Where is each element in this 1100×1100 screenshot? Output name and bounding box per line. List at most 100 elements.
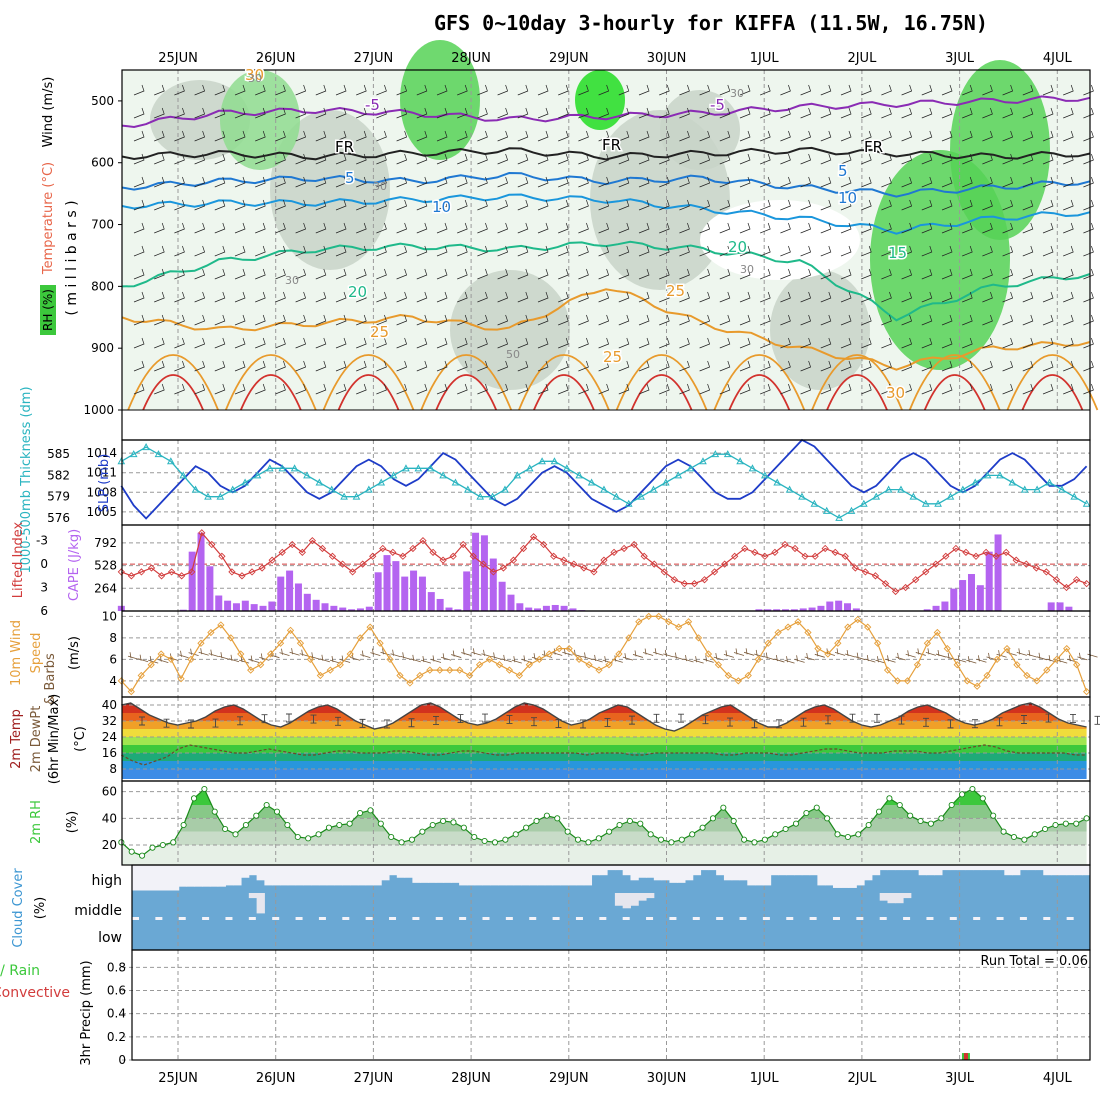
wind-barb: [517, 176, 529, 188]
thickness-marker: [1058, 485, 1066, 493]
cloud-high-gap: [202, 865, 211, 887]
wind-barb: [457, 130, 468, 142]
wind-barb: [760, 107, 771, 119]
wind-barb: [683, 654, 694, 663]
wind-barb: [598, 153, 610, 165]
wind-barb: [133, 268, 145, 280]
cape-bar: [808, 607, 816, 611]
contour-label: 10: [432, 198, 451, 216]
wind-barb: [275, 383, 286, 395]
cloud-high-gap: [466, 865, 476, 886]
wind-barb: [941, 383, 953, 395]
contour-label: 15: [888, 244, 907, 262]
li-marker: [720, 560, 729, 568]
wind-barb: [335, 199, 347, 211]
wind-barb: [234, 199, 246, 211]
wind-barb: [376, 337, 387, 349]
wind-barb: [1022, 222, 1034, 234]
wind-barb: [901, 222, 913, 234]
wind-barb: [1002, 107, 1014, 119]
wind-barb: [376, 383, 387, 395]
wind-barb: [194, 222, 206, 234]
wind-barb: [659, 176, 670, 188]
rh-marker: [440, 817, 447, 825]
cape-bar: [959, 580, 967, 611]
wind-barb: [457, 84, 468, 96]
wind-barb: [982, 245, 993, 257]
cloud-high-gap: [957, 865, 966, 871]
wind-barb: [921, 176, 933, 188]
thickness-marker: [785, 485, 794, 493]
wind-barb: [1063, 268, 1074, 280]
wind-barb: [457, 222, 468, 234]
rh-marker: [720, 804, 727, 811]
li-marker: [580, 564, 588, 572]
cloud-high-gap: [575, 865, 585, 886]
wind-barb: [335, 84, 347, 96]
temp-band: [122, 753, 1087, 761]
ytick-800: 800: [91, 279, 114, 293]
wind-barb: [174, 107, 185, 119]
wind-barb: [1083, 383, 1094, 395]
thickness-marker: [736, 457, 744, 465]
wind-barb: [780, 130, 791, 142]
cape-bar: [507, 594, 515, 611]
wind-barb: [356, 153, 367, 165]
wind-barb: [881, 84, 892, 96]
wind-barb: [214, 153, 226, 165]
cloud-low-gap: [272, 917, 280, 920]
wind-barb: [982, 222, 993, 234]
wind-barb: [861, 360, 872, 372]
wind-barb: [194, 383, 206, 395]
rh-marker: [388, 833, 395, 841]
cloud-high-gap: [630, 865, 639, 881]
wind-barb: [234, 107, 246, 119]
ytick-500: 500: [91, 94, 114, 108]
wind-barb: [133, 176, 145, 188]
rh-contour-label: 30: [730, 87, 744, 100]
wind-barb: [214, 245, 226, 257]
contour-label: FR: [335, 138, 354, 156]
rh-marker: [792, 820, 800, 827]
minmax-marker: [653, 713, 660, 723]
wind-barb: [1063, 360, 1074, 372]
ytick-thick-585: 585: [47, 447, 70, 461]
li-marker: [489, 568, 498, 576]
wind-barb: [335, 291, 347, 303]
wind-barb: [194, 245, 206, 257]
wind-barb: [477, 176, 488, 188]
minmax-marker: [800, 717, 807, 727]
ytick-temp-16: 16: [102, 746, 117, 760]
wind-barb: [1063, 245, 1074, 257]
wind-barb: [137, 654, 149, 663]
wind-barb: [780, 245, 791, 257]
cloud-high-gap: [1019, 865, 1029, 871]
wind-barb: [861, 199, 872, 211]
wind-marker: [903, 677, 912, 685]
thickness-marker: [228, 485, 237, 493]
wind-barb: [598, 84, 610, 96]
ytick-600: 600: [91, 156, 114, 170]
wind-barb: [638, 314, 650, 326]
cloud-low-gap: [692, 917, 700, 920]
isotherm-arc-orange: [127, 354, 219, 411]
cape-bar: [401, 576, 409, 611]
wind-barb: [1042, 314, 1054, 326]
cloud-low-gap: [295, 917, 303, 920]
li-marker: [861, 568, 870, 576]
minmax-marker: [457, 714, 464, 723]
wind-marker: [485, 655, 494, 664]
wind-barb: [1083, 199, 1094, 211]
cloud-low-gap: [622, 917, 630, 920]
wind-barb: [1022, 337, 1034, 349]
thickness-marker: [1020, 485, 1029, 493]
cloud-high-gap: [692, 865, 702, 876]
wind-barb: [497, 268, 509, 280]
wind-marker: [286, 626, 295, 634]
cloud-high-gap: [903, 865, 912, 871]
wind-marker: [714, 661, 723, 669]
wind-barb: [1016, 648, 1027, 656]
rh-marker: [907, 812, 914, 819]
wind-barb: [800, 245, 812, 257]
wind-barb: [194, 130, 206, 142]
